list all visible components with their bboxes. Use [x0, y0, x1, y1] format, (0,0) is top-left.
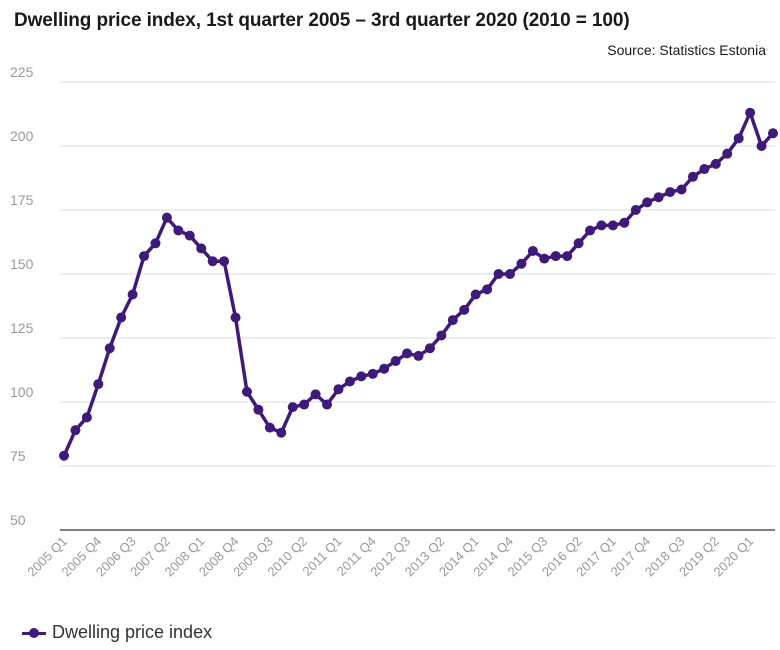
y-tick-label: 175	[10, 192, 34, 208]
data-point[interactable]	[59, 450, 69, 461]
data-point[interactable]	[299, 399, 310, 410]
data-point[interactable]	[116, 312, 127, 323]
data-point[interactable]	[562, 251, 573, 262]
data-point[interactable]	[550, 251, 561, 262]
y-tick-label: 150	[10, 256, 34, 272]
data-point[interactable]	[81, 412, 92, 423]
y-tick-label: 200	[10, 128, 34, 144]
data-point[interactable]	[516, 258, 527, 269]
data-point[interactable]	[402, 348, 413, 359]
data-point[interactable]	[585, 225, 596, 236]
data-point[interactable]	[230, 312, 241, 323]
data-point[interactable]	[539, 253, 550, 264]
data-point[interactable]	[344, 376, 355, 387]
y-axis-ticks: 50 75 100 125 150 175 200 225	[10, 64, 34, 528]
data-point[interactable]	[70, 425, 81, 436]
data-point[interactable]	[241, 386, 252, 397]
y-tick-label: 225	[10, 64, 34, 80]
data-point[interactable]	[139, 251, 150, 262]
data-point[interactable]	[630, 205, 641, 215]
data-point[interactable]	[161, 212, 172, 223]
data-point[interactable]	[322, 399, 333, 410]
data-point[interactable]	[436, 330, 447, 341]
data-point[interactable]	[653, 192, 664, 203]
data-point[interactable]	[173, 225, 184, 236]
data-point[interactable]	[287, 402, 298, 413]
data-point[interactable]	[184, 230, 195, 241]
data-point[interactable]	[93, 379, 104, 390]
y-tick-label: 50	[10, 512, 26, 528]
data-point[interactable]	[413, 350, 424, 361]
data-point[interactable]	[596, 220, 607, 231]
data-point[interactable]	[276, 427, 287, 438]
data-point[interactable]	[642, 197, 653, 208]
data-point[interactable]	[207, 256, 218, 267]
data-point[interactable]	[253, 404, 264, 415]
data-point[interactable]	[333, 384, 344, 395]
data-point[interactable]	[665, 187, 676, 198]
data-point[interactable]	[379, 363, 390, 374]
data-point[interactable]	[745, 107, 756, 118]
data-point[interactable]	[390, 356, 401, 367]
data-point[interactable]	[310, 389, 321, 400]
data-point[interactable]	[573, 238, 584, 249]
y-tick-label: 125	[10, 320, 34, 336]
data-point[interactable]	[459, 304, 470, 315]
y-tick-label: 75	[10, 448, 26, 464]
data-point[interactable]	[527, 245, 538, 256]
data-point[interactable]	[150, 238, 161, 249]
data-point[interactable]	[264, 422, 275, 433]
legend-label: Dwelling price index	[52, 622, 213, 642]
data-point[interactable]	[424, 343, 435, 354]
data-point[interactable]	[196, 243, 207, 254]
data-point[interactable]	[367, 368, 378, 379]
y-tick-label: 100	[10, 384, 34, 400]
data-point[interactable]	[219, 256, 230, 267]
data-point[interactable]	[127, 289, 138, 300]
series-line	[62, 110, 775, 457]
data-point[interactable]	[768, 128, 778, 139]
legend[interactable]: Dwelling price index	[22, 622, 212, 643]
data-point[interactable]	[733, 133, 744, 144]
data-point[interactable]	[447, 315, 458, 326]
data-point[interactable]	[722, 148, 733, 159]
chart-title: Dwelling price index, 1st quarter 2005 –…	[14, 10, 630, 31]
data-point[interactable]	[356, 371, 367, 382]
legend-swatch-icon	[22, 626, 46, 640]
series-dwelling-price-index	[59, 107, 778, 461]
data-point[interactable]	[470, 289, 481, 300]
data-point[interactable]	[756, 141, 767, 151]
data-point[interactable]	[482, 284, 493, 295]
source-note: Source: Statistics Estonia	[607, 42, 766, 58]
data-point[interactable]	[710, 158, 721, 169]
gridlines	[60, 81, 775, 531]
data-point[interactable]	[607, 220, 618, 231]
data-point[interactable]	[104, 343, 115, 354]
data-point[interactable]	[699, 164, 710, 175]
data-point[interactable]	[619, 217, 630, 228]
data-point[interactable]	[676, 184, 687, 195]
data-point[interactable]	[687, 171, 698, 182]
data-point[interactable]	[504, 269, 515, 279]
data-point[interactable]	[493, 269, 504, 279]
